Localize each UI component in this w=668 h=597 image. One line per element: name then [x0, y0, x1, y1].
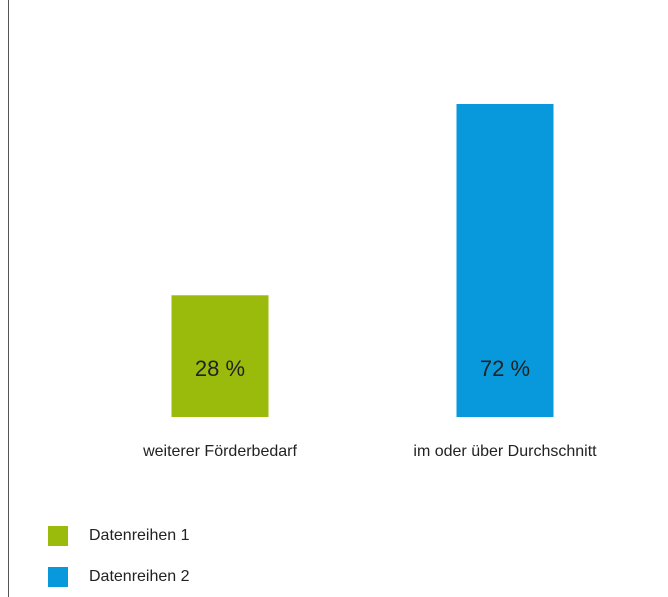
data-label: 72 % [480, 356, 530, 381]
legend-swatch [48, 567, 68, 587]
bar [456, 104, 554, 417]
x-tick-label: weiterer Förderbedarf [142, 443, 297, 460]
bar [171, 295, 269, 417]
legend-label: Datenreihen 2 [89, 568, 190, 585]
x-tick-label: im oder über Durchschnitt [413, 443, 597, 460]
legend-label: Datenreihen 1 [89, 527, 190, 544]
legend-swatch [48, 526, 68, 546]
data-label: 28 % [195, 356, 245, 381]
